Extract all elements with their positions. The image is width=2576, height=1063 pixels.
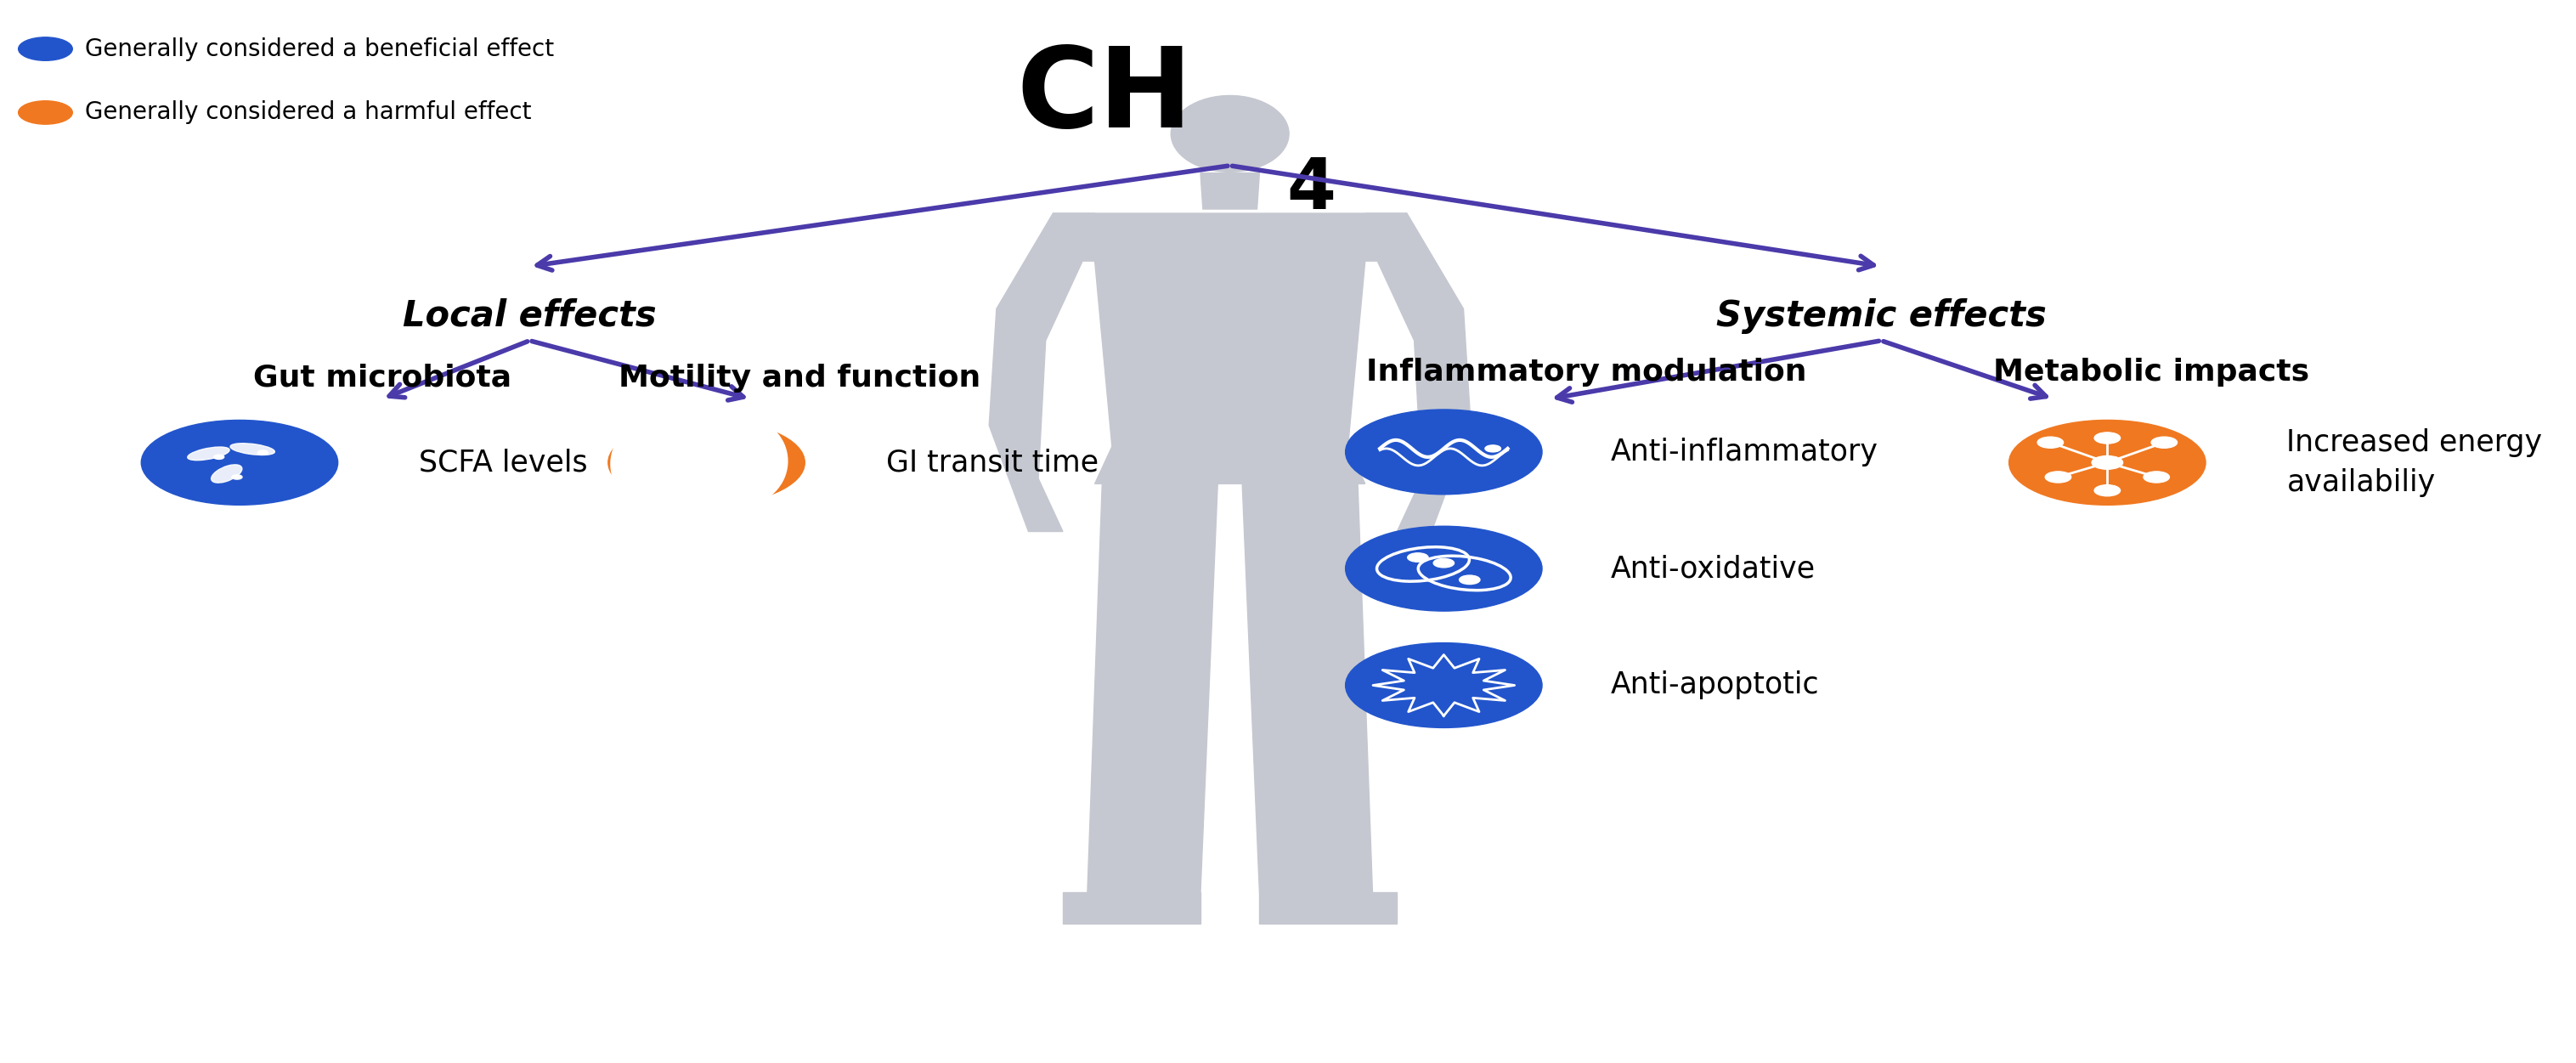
Text: Anti-oxidative: Anti-oxidative — [1610, 554, 1816, 584]
Text: Inflammatory modulation: Inflammatory modulation — [1365, 358, 1806, 387]
Circle shape — [2151, 437, 2177, 448]
Circle shape — [2094, 485, 2120, 496]
Text: Anti-apoptotic: Anti-apoptotic — [1610, 671, 1819, 699]
Circle shape — [2045, 472, 2071, 483]
Circle shape — [1345, 526, 1543, 611]
Ellipse shape — [211, 465, 242, 483]
Circle shape — [1345, 409, 1543, 494]
Circle shape — [214, 455, 224, 459]
Text: Gut microbiota: Gut microbiota — [252, 364, 510, 392]
Text: Metabolic impacts: Metabolic impacts — [1994, 358, 2311, 387]
Ellipse shape — [1172, 96, 1288, 172]
Polygon shape — [1200, 173, 1260, 209]
Circle shape — [2092, 456, 2123, 469]
Text: Increased energy
availabiliy: Increased energy availabiliy — [2287, 428, 2543, 497]
Circle shape — [1345, 643, 1543, 728]
Circle shape — [2038, 437, 2063, 448]
Circle shape — [2009, 420, 2205, 505]
Circle shape — [608, 420, 804, 505]
Polygon shape — [1260, 892, 1396, 924]
Circle shape — [1406, 553, 1427, 562]
Circle shape — [258, 451, 268, 455]
Text: 4: 4 — [1285, 155, 1337, 224]
Circle shape — [1458, 575, 1481, 585]
Circle shape — [142, 420, 337, 505]
Circle shape — [232, 475, 242, 479]
Text: Systemic effects: Systemic effects — [1716, 298, 2045, 334]
Polygon shape — [1087, 484, 1218, 892]
Text: Generally considered a beneficial effect: Generally considered a beneficial effect — [85, 37, 554, 61]
Polygon shape — [1095, 446, 1365, 484]
Polygon shape — [1365, 214, 1471, 532]
Text: GI transit time: GI transit time — [886, 449, 1097, 477]
Text: Local effects: Local effects — [402, 298, 657, 334]
Polygon shape — [1242, 484, 1373, 892]
Circle shape — [2143, 472, 2169, 483]
Circle shape — [1432, 558, 1453, 568]
Circle shape — [18, 101, 72, 124]
Polygon shape — [1095, 261, 1365, 446]
Circle shape — [2094, 433, 2120, 443]
Circle shape — [1484, 445, 1502, 452]
Text: SCFA levels: SCFA levels — [420, 449, 587, 477]
Text: Generally considered a harmful effect: Generally considered a harmful effect — [85, 101, 531, 124]
Polygon shape — [1064, 892, 1200, 924]
Ellipse shape — [229, 443, 276, 455]
Text: CH: CH — [1018, 43, 1193, 151]
Polygon shape — [1054, 214, 1406, 261]
Text: Anti-inflammatory: Anti-inflammatory — [1610, 438, 1878, 467]
Polygon shape — [989, 214, 1095, 532]
Circle shape — [18, 37, 72, 61]
Ellipse shape — [188, 446, 229, 460]
Text: Motility and function: Motility and function — [618, 364, 981, 392]
